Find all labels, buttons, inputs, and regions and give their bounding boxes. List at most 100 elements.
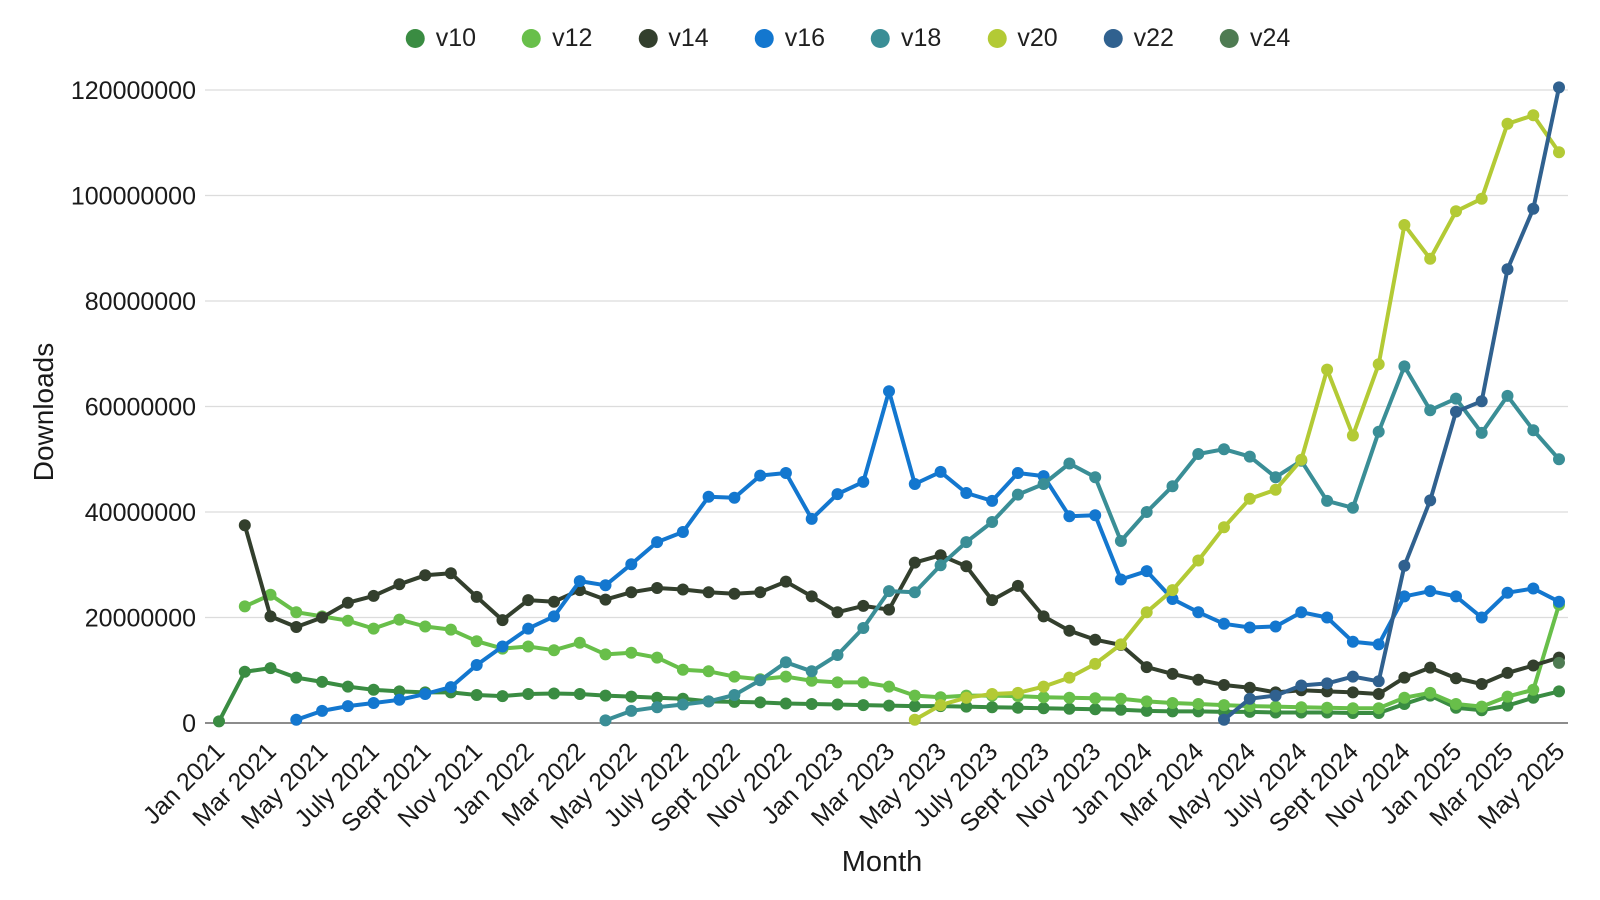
data-point-v20 — [986, 688, 999, 700]
x-axis-title: Month — [841, 846, 923, 878]
data-point-v10 — [393, 685, 406, 698]
data-point-v16 — [1243, 621, 1256, 634]
data-point-v22 — [1372, 675, 1385, 688]
data-point-v14 — [238, 519, 251, 532]
data-point-v14 — [1501, 666, 1514, 679]
data-point-v14 — [1166, 667, 1179, 680]
data-point-v16 — [651, 536, 664, 549]
data-point-v14 — [341, 596, 354, 609]
data-point-v14 — [728, 587, 741, 600]
data-point-v14 — [934, 549, 947, 562]
data-point-v14 — [316, 611, 329, 624]
series-line-v20 — [912, 113, 1561, 722]
data-point-v18 — [1140, 506, 1153, 518]
legend-swatch-v16 — [754, 29, 774, 48]
data-point-v16 — [1398, 590, 1411, 603]
data-point-v14 — [986, 594, 999, 607]
data-point-v16 — [1114, 573, 1127, 586]
data-point-v16 — [754, 469, 767, 482]
data-point-v10 — [1114, 703, 1127, 716]
legend-item-v16[interactable]: v16 — [754, 26, 825, 51]
data-point-v16 — [316, 704, 329, 717]
data-point-v14 — [1475, 678, 1488, 690]
data-point-v16 — [1475, 611, 1488, 624]
data-point-v18 — [1450, 392, 1462, 405]
series-line-v14 — [242, 523, 1561, 696]
data-point-v10 — [625, 690, 638, 703]
legend-item-v12[interactable]: v12 — [522, 26, 592, 51]
data-point-v16 — [908, 478, 921, 490]
data-point-v12 — [1450, 698, 1462, 710]
legend-label: v18 — [901, 24, 942, 52]
data-point-v18 — [599, 714, 612, 727]
data-point-v22 — [1553, 81, 1565, 94]
data-point-v12 — [599, 648, 612, 661]
data-point-v20 — [960, 691, 973, 704]
y-axis-title: Downloads — [28, 342, 59, 482]
y-tick-label: 0 — [182, 710, 196, 738]
data-point-v10 — [651, 691, 664, 704]
data-point-v14 — [1450, 672, 1462, 685]
data-point-v12 — [676, 663, 689, 676]
data-point-v18 — [1553, 453, 1565, 466]
data-point-v16 — [728, 491, 741, 504]
data-point-v12 — [1346, 702, 1359, 715]
data-point-v12 — [573, 636, 586, 649]
data-point-v14 — [1192, 673, 1205, 686]
data-point-v12 — [1372, 702, 1385, 715]
data-point-v10 — [1553, 685, 1565, 698]
data-point-v20 — [1140, 606, 1153, 619]
data-point-v18 — [1192, 448, 1205, 460]
y-tick-label: 20000000 — [85, 605, 196, 633]
legend-swatch-v24 — [1219, 29, 1239, 48]
data-point-v20 — [1346, 429, 1359, 442]
data-point-v18 — [908, 586, 921, 599]
data-point-v20 — [1475, 192, 1488, 205]
data-point-v14 — [1372, 688, 1385, 700]
legend-item-v14[interactable]: v14 — [638, 26, 709, 51]
legend-label: v24 — [1249, 24, 1291, 52]
data-point-v10 — [599, 689, 612, 702]
data-point-v10 — [290, 671, 303, 684]
legend-item-v24[interactable]: v24 — [1219, 24, 1291, 52]
data-point-v16 — [548, 610, 560, 623]
data-point-v18 — [986, 516, 999, 528]
series-line-v18 — [603, 364, 1561, 723]
series-line-v16 — [294, 389, 1561, 722]
legend-item-v10[interactable]: v10 — [405, 26, 476, 51]
data-point-v18 — [1166, 480, 1179, 493]
data-point-v20 — [1269, 483, 1282, 496]
data-point-v14 — [1398, 671, 1411, 684]
legend-item-v22[interactable]: v22 — [1103, 26, 1174, 51]
data-point-v14 — [1037, 610, 1050, 623]
data-point-v20 — [1424, 252, 1437, 265]
data-point-v22 — [1269, 689, 1282, 702]
data-point-v14 — [522, 594, 535, 607]
data-point-v16 — [1011, 467, 1024, 479]
legend-item-v20[interactable]: v20 — [987, 26, 1058, 51]
data-point-v12 — [1192, 698, 1205, 710]
legend-item-v18[interactable]: v18 — [871, 26, 941, 51]
data-point-v12 — [1140, 695, 1153, 708]
data-point-v10 — [1037, 702, 1050, 715]
data-point-v18 — [883, 585, 895, 598]
data-point-v12 — [264, 588, 277, 601]
data-point-v10 — [805, 698, 818, 710]
data-point-v18 — [625, 704, 638, 717]
data-point-v20 — [1321, 363, 1334, 376]
data-point-v18 — [1037, 478, 1050, 490]
data-point-v16 — [1553, 595, 1565, 608]
data-point-v14 — [548, 595, 560, 608]
data-point-v10 — [264, 662, 277, 675]
data-point-v18 — [805, 665, 818, 678]
data-point-v18 — [934, 559, 947, 572]
data-point-v22 — [1527, 202, 1540, 215]
y-tick-label: 100000000 — [71, 183, 196, 211]
data-point-v16 — [470, 659, 483, 671]
data-point-v10 — [1501, 699, 1514, 712]
data-point-v16 — [1269, 620, 1282, 633]
data-point-v16 — [367, 697, 380, 709]
data-point-v10 — [1140, 704, 1153, 717]
data-point-v12 — [1475, 700, 1488, 713]
data-point-v22 — [1321, 677, 1334, 690]
